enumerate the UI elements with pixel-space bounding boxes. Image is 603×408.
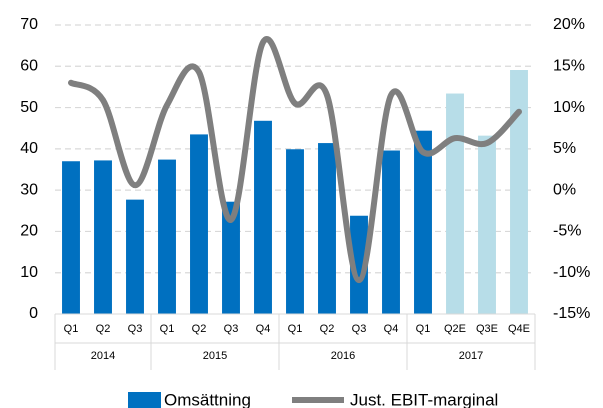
x-tick-label: Q3E (476, 323, 498, 335)
x-tick-label: Q1 (416, 323, 431, 335)
y-tick-label: 60 (20, 58, 38, 75)
y2-tick-label: 20% (553, 16, 585, 33)
bar (510, 70, 528, 314)
x-tick-label: Q2 (320, 323, 335, 335)
group-label: 2017 (459, 350, 483, 362)
y2-tick-label: 10% (553, 99, 585, 116)
x-tick-label: Q2 (96, 323, 111, 335)
bar (62, 161, 80, 314)
x-tick-label: Q1 (288, 323, 303, 335)
group-label: 2014 (91, 350, 115, 362)
legend-label: Omsättning (164, 390, 251, 408)
group-label: 2015 (203, 350, 227, 362)
bar (478, 135, 496, 314)
bar (190, 134, 208, 314)
x-tick-label: Q1 (64, 323, 79, 335)
line (68, 36, 522, 284)
y2-tick-label: -15% (553, 305, 590, 322)
bar (318, 143, 336, 314)
x-tick-label: Q4E (508, 323, 530, 335)
y-tick-label: 40 (20, 140, 38, 157)
y2-tick-label: -5% (553, 223, 581, 240)
x-tick-label: Q4 (384, 323, 399, 335)
x-tick-label: Q2E (444, 323, 466, 335)
x-tick-label: Q4 (256, 323, 271, 335)
bar (286, 149, 304, 314)
x-tick-label: Q3 (224, 323, 239, 335)
y2-tick-label: 15% (553, 58, 585, 75)
bar (382, 150, 400, 314)
bar (254, 120, 272, 314)
x-tick-label: Q1 (160, 323, 175, 335)
y2-tick-label: 5% (553, 140, 576, 157)
bar (126, 199, 144, 314)
bar (158, 159, 176, 314)
y-tick-label: 70 (20, 16, 38, 33)
bar (94, 160, 112, 314)
legend-label: Just. EBIT-marginal (350, 390, 498, 408)
x-tick-label: Q2 (192, 323, 207, 335)
y-tick-label: 10 (20, 264, 38, 281)
x-tick-label: Q3 (352, 323, 367, 335)
y-tick-label: 0 (29, 305, 38, 322)
y-tick-label: 50 (20, 99, 38, 116)
bar (350, 215, 368, 314)
bar (414, 130, 432, 314)
bar (446, 93, 464, 314)
y2-tick-label: 0% (553, 181, 576, 198)
x-tick-label: Q3 (128, 323, 143, 335)
group-label: 2016 (331, 350, 355, 362)
legend-swatch (128, 392, 161, 408)
y2-tick-label: -10% (553, 264, 590, 281)
y-tick-label: 30 (20, 181, 38, 198)
y-tick-label: 20 (20, 223, 38, 240)
bar (222, 201, 240, 314)
